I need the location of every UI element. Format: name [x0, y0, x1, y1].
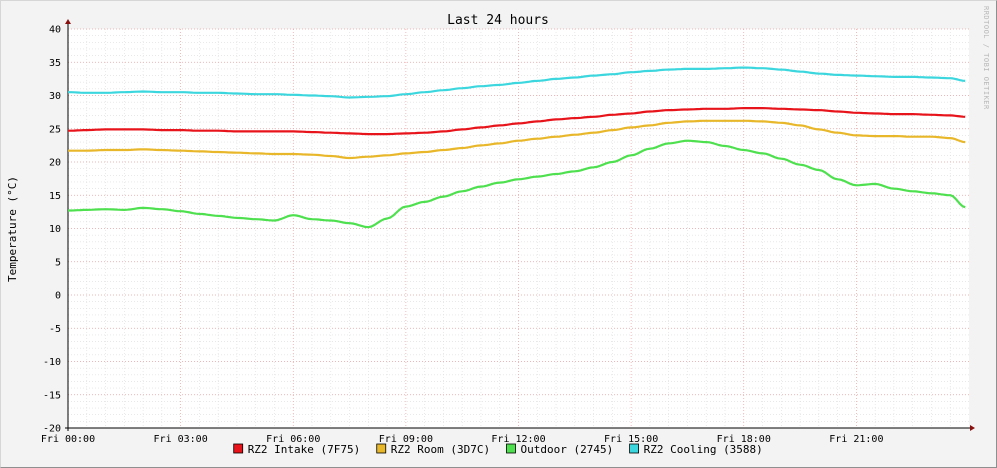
series-line-4	[68, 66, 966, 99]
x-tick-label: Fri 15:00	[604, 434, 658, 445]
chart-title: Last 24 hours	[447, 13, 549, 28]
legend-label: RZ2 Intake (7F75)	[248, 443, 361, 456]
series-line-1	[68, 107, 966, 136]
y-tick-label: 40	[49, 25, 61, 36]
y-tick-label: 5	[55, 257, 61, 268]
x-tick-label: Fri 00:00	[41, 434, 95, 445]
y-tick-label: 30	[49, 91, 61, 102]
series-line-2	[68, 119, 966, 160]
x-tick-label: Fri 12:00	[491, 434, 545, 445]
legend-swatch	[629, 443, 639, 454]
series-lines	[68, 66, 966, 229]
y-tick-label: -10	[43, 357, 61, 368]
x-tick-label: Fri 06:00	[266, 434, 320, 445]
y-tick-label: -20	[43, 424, 61, 435]
legend-swatch	[506, 443, 516, 454]
legend-swatch	[233, 443, 244, 454]
y-tick-label: -5	[49, 324, 61, 335]
y-axis-arrow	[65, 19, 71, 24]
series-line-3	[68, 139, 966, 229]
y-tick-label: 35	[49, 58, 61, 69]
axes	[65, 19, 975, 431]
legend-swatch	[376, 443, 387, 454]
legend-label: RZ2 Cooling (3588)	[644, 443, 763, 456]
y-tick-label: 25	[49, 124, 61, 135]
y-tick-label: -15	[43, 390, 61, 401]
y-tick-label: 15	[49, 191, 61, 202]
y-axis-label: Temperature (°C)	[6, 176, 19, 282]
legend: RZ2 Intake (7F75) RZ2 Room (3D7C) Outdoor …	[233, 443, 763, 456]
x-tick-label: Fri 21:00	[829, 434, 883, 445]
x-tick-label: Fri 09:00	[379, 434, 433, 445]
x-tick-label: Fri 18:00	[717, 434, 771, 445]
legend-label: RZ2 Room (3D7C)	[391, 443, 490, 456]
y-tick-label: 20	[49, 158, 61, 169]
grid	[68, 28, 969, 428]
y-tick-label: 0	[55, 291, 61, 302]
legend-label: Outdoor (2745)	[521, 443, 614, 456]
tick-labels: -20 -15 -10 -5 0 5 10 15 20 25 30 35 40 Fri 00:00 Fri …	[41, 25, 884, 446]
x-axis-arrow	[970, 425, 975, 431]
y-tick-label: 10	[49, 224, 61, 235]
rrdtool-watermark: RRDTOOL / TOBI OETIKER	[982, 6, 990, 110]
x-tick-label: Fri 03:00	[154, 434, 208, 445]
